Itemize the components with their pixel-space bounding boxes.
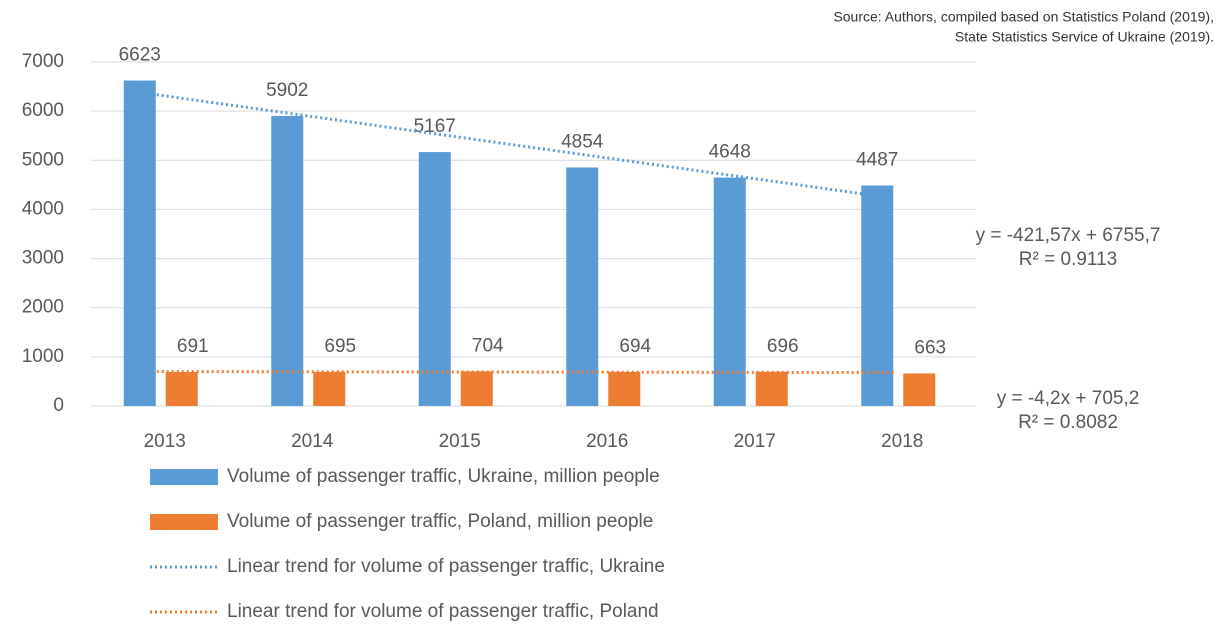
trend-line (156, 370, 895, 375)
x-tick-label: 2014 (291, 431, 334, 452)
legend-label: Linear trend for volume of passenger tra… (227, 556, 665, 577)
bar (713, 177, 746, 406)
y-tick-label: 1000 (22, 346, 64, 367)
y-tick-label: 6000 (22, 100, 64, 121)
trend-line (156, 93, 895, 200)
data-label: 4648 (709, 142, 751, 163)
y-tick-label: 3000 (22, 248, 64, 269)
y-tick-label: 2000 (22, 297, 64, 318)
bar (566, 167, 599, 406)
bar (271, 115, 304, 406)
trend-equation: R² = 0.9113 (1019, 249, 1117, 270)
legend-swatch (150, 469, 218, 485)
bar (903, 373, 936, 406)
y-tick-label: 5000 (22, 149, 64, 170)
bar (313, 371, 346, 406)
data-label: 696 (767, 336, 799, 357)
data-label: 663 (914, 337, 946, 358)
bar (165, 372, 198, 406)
trend-equation: y = -4,2x + 705,2 (997, 388, 1140, 409)
x-tick-label: 2017 (734, 431, 776, 452)
bar (755, 371, 788, 406)
y-tick-label: 7000 (22, 51, 64, 72)
x-tick-label: 2015 (439, 431, 481, 452)
source-note: Source: Authors, compiled based on Stati… (833, 9, 1214, 25)
bar (123, 80, 156, 406)
x-tick-label: 2018 (881, 431, 923, 452)
data-label: 704 (472, 335, 504, 356)
legend-swatch (150, 514, 218, 530)
bar (608, 371, 641, 406)
data-label: 5167 (414, 116, 456, 137)
bar (460, 371, 493, 406)
legend-label: Volume of passenger traffic, Poland, mil… (227, 511, 653, 532)
data-label: 6623 (119, 45, 161, 66)
data-label: 695 (324, 336, 356, 357)
x-tick-label: 2016 (586, 431, 628, 452)
source-note: State Statistics Service of Ukraine (201… (955, 29, 1214, 45)
trend-equation: y = -421,57x + 6755,7 (976, 225, 1161, 246)
data-label: 4487 (856, 150, 898, 171)
legend-label: Linear trend for volume of passenger tra… (227, 601, 659, 622)
data-label: 4854 (561, 131, 604, 152)
legend-label: Volume of passenger traffic, Ukraine, mi… (227, 466, 660, 487)
data-label: 694 (619, 336, 651, 357)
data-label: 5902 (266, 80, 308, 101)
y-tick-label: 4000 (22, 198, 64, 219)
bar (861, 185, 894, 406)
trend-equation: R² = 0.8082 (1018, 412, 1118, 433)
data-label: 691 (177, 336, 209, 357)
x-tick-label: 2013 (144, 431, 186, 452)
y-tick-label: 0 (53, 395, 64, 416)
bar (418, 152, 451, 406)
